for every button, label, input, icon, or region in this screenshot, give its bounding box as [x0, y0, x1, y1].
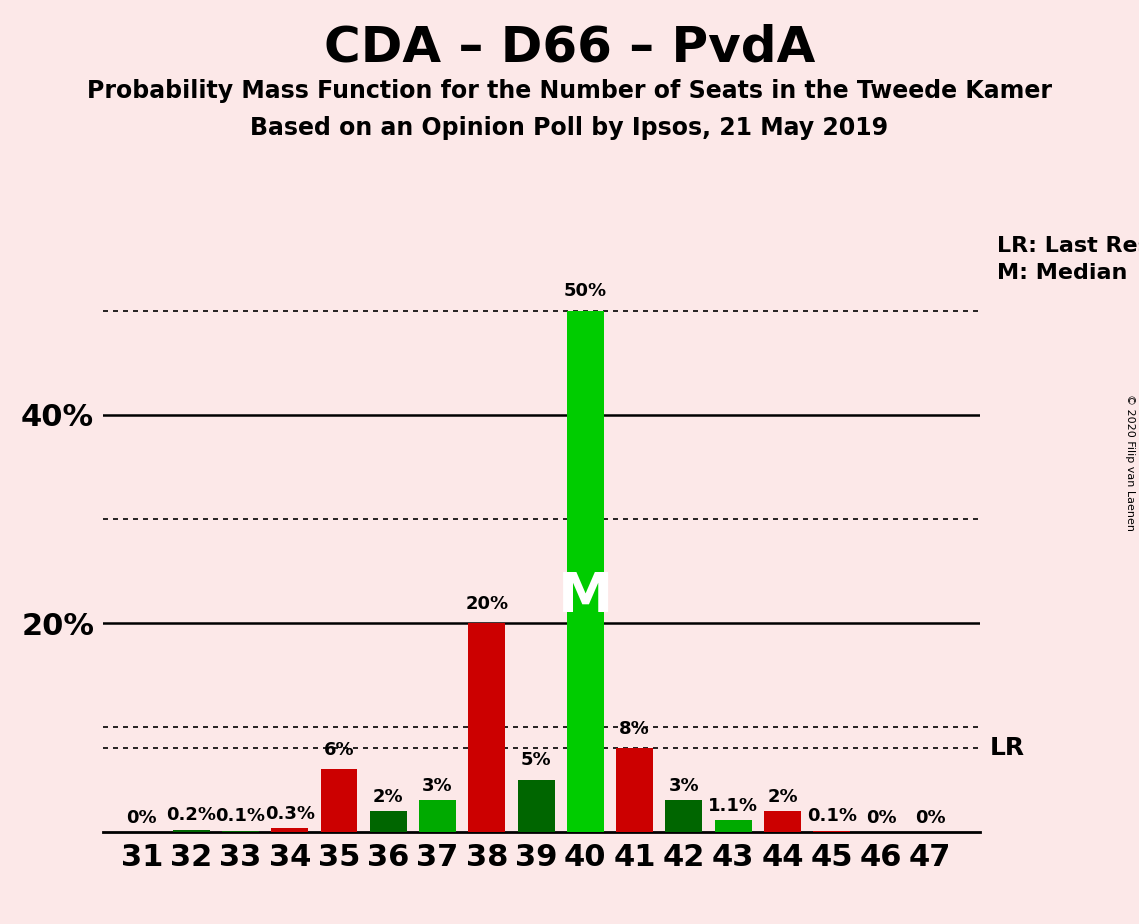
Bar: [616, 748, 653, 832]
Bar: [222, 831, 259, 832]
Text: 50%: 50%: [564, 283, 607, 300]
Text: 0.3%: 0.3%: [264, 806, 314, 823]
Text: LR: Last Result: LR: Last Result: [997, 236, 1139, 256]
Text: 8%: 8%: [620, 720, 650, 738]
Text: 0.1%: 0.1%: [215, 808, 265, 825]
Text: 0%: 0%: [915, 809, 945, 827]
Bar: [665, 800, 703, 832]
Bar: [764, 810, 801, 832]
Text: M: Median: M: Median: [997, 263, 1126, 284]
Text: 2%: 2%: [768, 787, 797, 806]
Text: 0.2%: 0.2%: [166, 807, 216, 824]
Bar: [567, 310, 604, 832]
Text: LR: LR: [990, 736, 1024, 760]
Bar: [714, 821, 752, 832]
Text: 2%: 2%: [372, 787, 403, 806]
Text: CDA – D66 – PvdA: CDA – D66 – PvdA: [323, 23, 816, 71]
Text: 0%: 0%: [126, 809, 157, 827]
Bar: [468, 624, 506, 832]
Bar: [517, 780, 555, 832]
Text: 5%: 5%: [521, 751, 551, 769]
Text: 1.1%: 1.1%: [708, 796, 759, 815]
Bar: [419, 800, 456, 832]
Bar: [370, 810, 407, 832]
Bar: [173, 830, 210, 832]
Text: 3%: 3%: [669, 777, 699, 796]
Text: Based on an Opinion Poll by Ipsos, 21 May 2019: Based on an Opinion Poll by Ipsos, 21 Ma…: [251, 116, 888, 140]
Text: 0.1%: 0.1%: [806, 808, 857, 825]
Bar: [271, 829, 309, 832]
Text: M: M: [558, 570, 613, 625]
Bar: [320, 769, 358, 832]
Text: 6%: 6%: [323, 741, 354, 759]
Text: © 2020 Filip van Laenen: © 2020 Filip van Laenen: [1125, 394, 1134, 530]
Text: 3%: 3%: [423, 777, 453, 796]
Text: Probability Mass Function for the Number of Seats in the Tweede Kamer: Probability Mass Function for the Number…: [87, 79, 1052, 103]
Bar: [813, 831, 850, 832]
Text: 0%: 0%: [866, 809, 896, 827]
Text: 20%: 20%: [465, 595, 508, 613]
